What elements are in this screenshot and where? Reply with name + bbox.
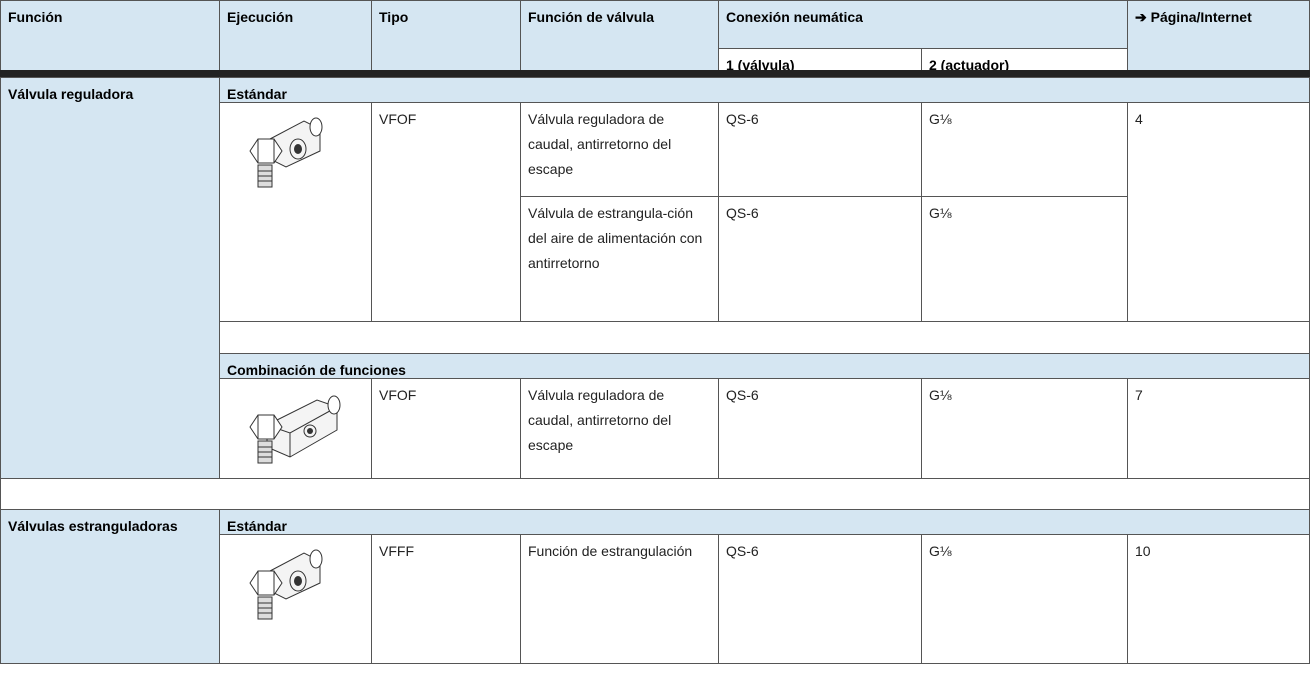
valve-function-text: Válvula reguladora de caudal, antirretor… — [528, 387, 672, 453]
subcolumn-header: 2 (actuador) — [921, 48, 1128, 71]
execution-image — [219, 534, 372, 664]
function-label: Válvula reguladora — [0, 77, 220, 479]
product-image — [249, 549, 323, 620]
page-reference: 4 — [1127, 102, 1310, 322]
column-header-text: Conexión neumática — [726, 9, 863, 25]
type-text: VFOF — [379, 387, 417, 403]
connection-valve: QS-6 — [718, 378, 922, 479]
page-reference-text: 7 — [1135, 387, 1143, 403]
connection-valve: QS-6 — [718, 102, 922, 197]
type: VFOF — [371, 378, 521, 479]
connection-actuator: G⅛ — [921, 102, 1128, 197]
connection-actuator: G⅛ — [921, 534, 1128, 664]
valve-function-text: Válvula de estrangula-ción del aire de a… — [528, 205, 703, 271]
group-label: Estándar — [219, 77, 1310, 103]
product-image — [249, 395, 341, 464]
valve-function-text: Válvula reguladora de caudal, antirretor… — [528, 111, 672, 177]
group-label-text: Estándar — [227, 518, 287, 534]
type-text: VFOF — [379, 111, 417, 127]
connection-actuator: G⅛ — [921, 196, 1128, 322]
page-reference: 7 — [1127, 378, 1310, 479]
connection-actuator-text: G⅛ — [929, 205, 952, 221]
column-header-text: Ejecución — [227, 9, 294, 25]
valve-function: Válvula reguladora de caudal, antirretor… — [520, 378, 719, 479]
column-header: Función de válvula — [520, 0, 719, 71]
function-label-text: Válvula reguladora — [8, 86, 134, 102]
connection-actuator-text: G⅛ — [929, 111, 952, 127]
connection-valve: QS-6 — [718, 196, 922, 322]
valve-function: Válvula reguladora de caudal, antirretor… — [520, 102, 719, 197]
column-header-text: ➔ Página/Internet — [1135, 9, 1252, 25]
group-label-text: Combinación de funciones — [227, 362, 406, 378]
execution-image — [219, 378, 372, 479]
page-reference: 10 — [1127, 534, 1310, 664]
section-gap — [0, 478, 1310, 510]
connection-valve-text: QS-6 — [726, 387, 759, 403]
group-label: Estándar — [219, 509, 1310, 535]
connection-valve-text: QS-6 — [726, 543, 759, 559]
type-text: VFFF — [379, 543, 414, 559]
connection-valve-text: QS-6 — [726, 205, 759, 221]
connection-valve: QS-6 — [718, 534, 922, 664]
valve-function: Válvula de estrangula-ción del aire de a… — [520, 196, 719, 322]
column-header: ➔ Página/Internet — [1127, 0, 1310, 71]
subcolumn-header-text: 2 (actuador) — [929, 57, 1010, 71]
product-image — [249, 117, 323, 188]
column-header: Ejecución — [219, 0, 372, 71]
column-header-text: Tipo — [379, 9, 409, 25]
column-header: Función — [0, 0, 220, 71]
valve-function-text: Función de estrangulación — [528, 543, 693, 559]
type: VFFF — [371, 534, 521, 664]
function-label: Válvulas estranguladoras — [0, 509, 220, 664]
group-label-text: Estándar — [227, 86, 287, 102]
column-header: Tipo — [371, 0, 521, 71]
connection-actuator-text: G⅛ — [929, 387, 952, 403]
page-reference-text: 10 — [1135, 543, 1151, 559]
connection-actuator: G⅛ — [921, 378, 1128, 479]
header-rule — [0, 70, 1310, 77]
subcolumn-header-text: 1 (válvula) — [726, 57, 795, 71]
column-header-text: Función — [8, 9, 63, 25]
execution-image — [219, 102, 372, 322]
column-header: Conexión neumática — [718, 0, 1128, 49]
function-label-text: Válvulas estranguladoras — [8, 518, 178, 534]
type: VFOF — [371, 102, 521, 322]
group-label: Combinación de funciones — [219, 353, 1310, 379]
column-header-text: Función de válvula — [528, 9, 655, 25]
subcolumn-header: 1 (válvula) — [718, 48, 922, 71]
connection-actuator-text: G⅛ — [929, 543, 952, 559]
connection-valve-text: QS-6 — [726, 111, 759, 127]
valve-function: Función de estrangulación — [520, 534, 719, 664]
empty-row — [219, 321, 1310, 354]
page-reference-text: 4 — [1135, 111, 1143, 127]
